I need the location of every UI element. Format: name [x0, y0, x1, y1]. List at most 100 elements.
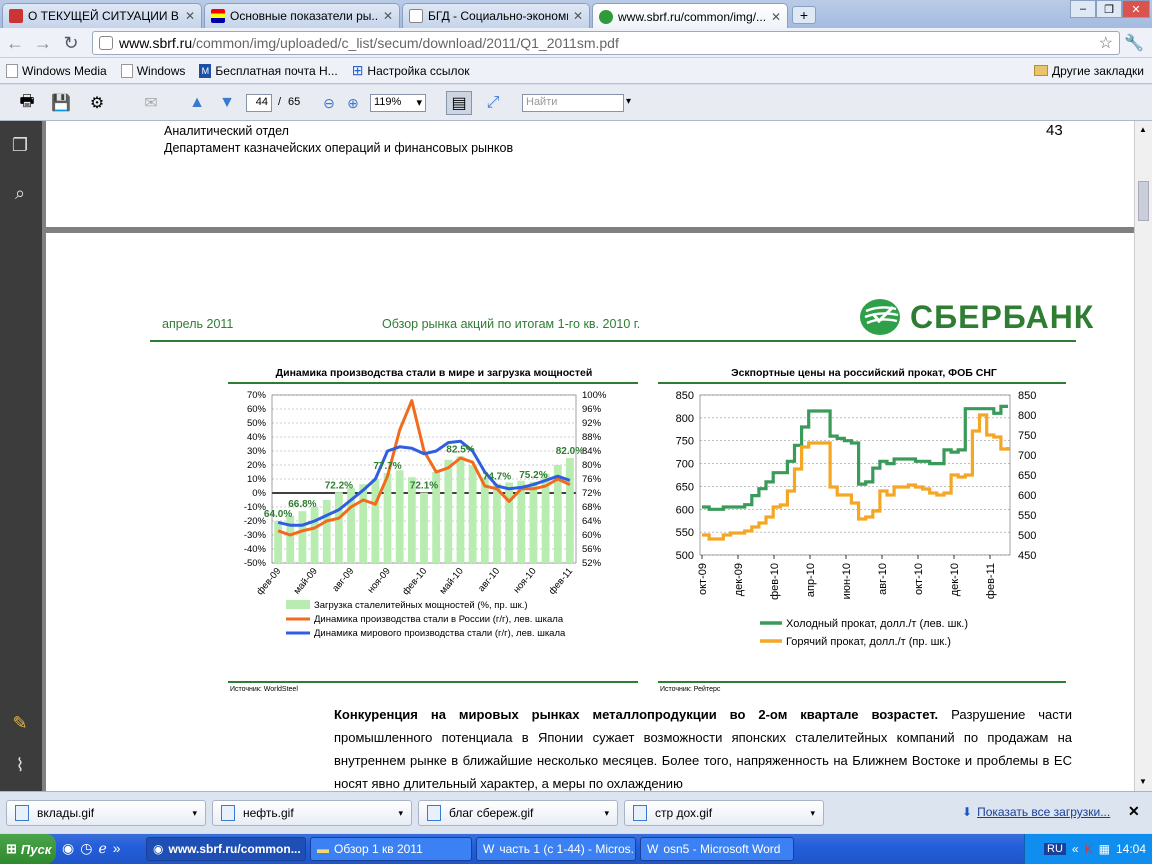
- new-tab-button[interactable]: +: [792, 6, 816, 24]
- data-label: 64.0%: [264, 509, 292, 520]
- scroll-thumb[interactable]: [1138, 181, 1149, 221]
- share-icon[interactable]: ⚙: [89, 95, 105, 112]
- bookmark-item[interactable]: M Бесплатная почта Н...: [199, 63, 338, 78]
- chevron-down-icon[interactable]: ▾: [810, 807, 815, 818]
- cold-rolled-line: [702, 404, 1008, 511]
- quick-launch: ◉ ◷ ℯ »: [62, 840, 121, 857]
- page-down-icon[interactable]: ▼: [219, 94, 235, 111]
- fit-page-icon[interactable]: ▤: [446, 91, 472, 115]
- address-bar[interactable]: www.sbrf.ru/common/img/uploaded/c_list/s…: [92, 31, 1120, 55]
- page-number: 43: [1046, 122, 1063, 139]
- chevron-left-icon[interactable]: «: [1071, 842, 1079, 856]
- tab-label: www.sbrf.ru/common/img/...: [618, 9, 766, 24]
- zoom-in-icon[interactable]: ⊕: [347, 94, 359, 111]
- binoculars-icon[interactable]: ⌕: [14, 183, 26, 203]
- x-tick-label: фев-09: [254, 566, 283, 598]
- y-tick-label-left: -50%: [244, 558, 267, 569]
- close-icon[interactable]: ✕: [184, 9, 195, 23]
- folder-icon: ▬: [317, 842, 329, 856]
- comments-icon[interactable]: ✎: [12, 713, 28, 733]
- forward-arrow-icon[interactable]: →: [34, 33, 52, 53]
- y-tick-label-left: 800: [676, 413, 694, 425]
- y-tick-label-right: 700: [1018, 450, 1036, 462]
- pdf-side-pane: ❐ ⌕ ✎ ⌇: [0, 121, 42, 791]
- taskbar-item[interactable]: ◉ www.sbrf.ru/common...: [146, 837, 306, 861]
- show-all-downloads-link[interactable]: ⬇ Показать все загрузки...: [962, 805, 1111, 819]
- find-input[interactable]: Найти: [522, 94, 624, 112]
- wrench-icon[interactable]: 🔧: [1124, 35, 1144, 52]
- tab-3[interactable]: БГД - Социально-экономи... ✕: [402, 3, 590, 28]
- page-total: 65: [288, 96, 301, 108]
- reload-icon[interactable]: ↻: [63, 33, 79, 53]
- plot-frame: [699, 394, 1011, 556]
- page-separator: /: [278, 96, 282, 108]
- chart2-rule: [658, 382, 1066, 384]
- bookmark-item[interactable]: ⊞ Настройка ссылок: [351, 62, 470, 78]
- x-tick-label: июн-10: [841, 563, 853, 599]
- back-arrow-icon[interactable]: ←: [6, 33, 24, 53]
- taskbar-item[interactable]: ▬ Обзор 1 кв 2011: [310, 837, 472, 861]
- scrollbar[interactable]: ▲ ▼: [1134, 121, 1152, 791]
- word-icon: W: [647, 842, 659, 856]
- close-icon[interactable]: ✕: [382, 9, 393, 23]
- download-item[interactable]: нефть.gif ▾: [212, 800, 412, 826]
- chevron-down-icon[interactable]: ▾: [192, 807, 197, 818]
- chevron-down-icon[interactable]: ▾: [398, 807, 403, 818]
- start-button[interactable]: ⊞ Пуск: [0, 834, 56, 864]
- close-icon[interactable]: ✕: [572, 9, 583, 23]
- tab-label: БГД - Социально-экономи...: [428, 9, 568, 23]
- download-item[interactable]: благ сбереж.gif ▾: [418, 800, 618, 826]
- y-tick-label-left: -40%: [244, 544, 267, 555]
- tab-1[interactable]: О ТЕКУЩЕЙ СИТУАЦИИ В... ✕: [2, 3, 202, 28]
- other-bookmarks[interactable]: Другие закладки: [1034, 64, 1144, 78]
- chrome-icon[interactable]: ◉: [62, 840, 75, 856]
- zoom-select[interactable]: 119% ▾: [370, 94, 426, 112]
- file-icon: [633, 805, 647, 821]
- print-icon[interactable]: 🖶: [19, 92, 35, 110]
- clock-app-icon[interactable]: ◷: [80, 840, 93, 856]
- save-icon[interactable]: 💾: [51, 95, 71, 112]
- capacity-bar: [493, 483, 501, 563]
- capacity-bar: [566, 458, 574, 563]
- bookmark-item[interactable]: Windows Media: [6, 63, 107, 78]
- chart2-export-prices: 850 800 750 700 650 600 550 500 850 800 750 700 650 6…: [676, 390, 1037, 648]
- comment-icon[interactable]: ✉: [144, 95, 158, 112]
- page-number-input[interactable]: 44: [246, 94, 272, 112]
- pages-icon[interactable]: ❐: [11, 135, 29, 155]
- download-item[interactable]: вклады.gif ▾: [6, 800, 206, 826]
- chevron-down-icon[interactable]: ▾: [626, 96, 632, 107]
- scroll-up-icon[interactable]: ▲: [1139, 125, 1147, 134]
- download-item[interactable]: стр дох.gif ▾: [624, 800, 824, 826]
- bookmark-item[interactable]: Windows: [120, 63, 185, 78]
- maximize-button[interactable]: ❐: [1096, 0, 1122, 18]
- antivirus-icon[interactable]: K: [1084, 842, 1093, 856]
- tab-2[interactable]: Основные показатели ры... ✕: [204, 3, 400, 28]
- tab-4-active[interactable]: www.sbrf.ru/common/img/... ✕: [592, 3, 788, 29]
- close-icon[interactable]: ✕: [770, 9, 781, 24]
- legend-label: Горячий прокат, долл./т (пр. шк.): [786, 636, 951, 648]
- attachment-icon[interactable]: ⌇: [15, 755, 25, 775]
- ie-icon[interactable]: ℯ: [98, 840, 107, 856]
- file-icon: [15, 805, 29, 821]
- close-icon[interactable]: ✕: [1128, 803, 1140, 819]
- bookmarks-bar: Windows Media Windows M Бесплатная почта …: [0, 58, 1152, 84]
- capacity-bar: [456, 456, 465, 563]
- star-icon[interactable]: ☆: [1098, 35, 1113, 52]
- zoom-out-icon[interactable]: ⊖: [323, 94, 335, 111]
- capacity-bar: [480, 477, 489, 563]
- fit-width-icon[interactable]: ⤢: [486, 94, 500, 111]
- minimize-button[interactable]: –: [1070, 0, 1096, 18]
- language-indicator[interactable]: RU: [1044, 843, 1066, 855]
- network-icon[interactable]: ▦: [1098, 842, 1110, 856]
- page-up-icon[interactable]: ▲: [189, 94, 205, 111]
- x-tick-label: авг-09: [330, 566, 356, 594]
- scroll-down-icon[interactable]: ▼: [1139, 777, 1147, 786]
- y-tick-label-left: 20%: [247, 460, 267, 471]
- chart2-title: Эскпортные цены на российский прокат, ФО…: [731, 367, 997, 379]
- chart1-bottom-rule: [228, 681, 638, 683]
- chevron-right-icon[interactable]: »: [112, 840, 121, 856]
- close-window-button[interactable]: ✕: [1122, 0, 1150, 18]
- chevron-down-icon[interactable]: ▾: [604, 807, 609, 818]
